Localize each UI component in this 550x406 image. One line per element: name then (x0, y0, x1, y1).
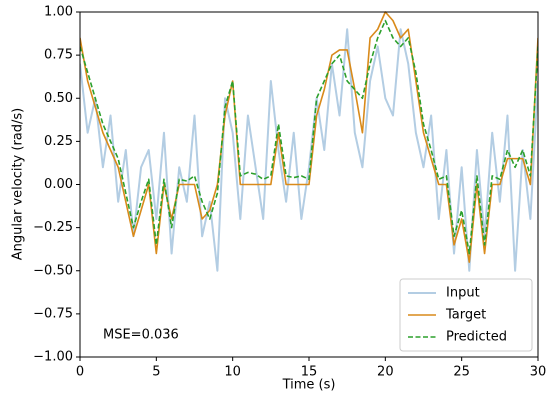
y-tick-label: 1.00 (44, 5, 73, 20)
y-tick-label: 0.50 (44, 91, 73, 106)
x-tick-label: 5 (152, 365, 160, 380)
plot-frame (79, 11, 539, 358)
series-line (80, 28, 538, 272)
x-tick-label: 15 (301, 365, 318, 380)
legend-box (399, 278, 533, 352)
legend-label: Target (445, 308, 486, 323)
x-tick-label: 25 (453, 365, 470, 380)
y-tick-label: 0.25 (44, 134, 73, 149)
series-line (80, 19, 538, 255)
x-axis-label: Time (s) (282, 378, 336, 393)
x-tick-label: 20 (377, 365, 394, 380)
y-tick-label: −0.50 (33, 263, 73, 278)
y-tick-label: 0.75 (44, 48, 73, 63)
y-axis-label: Angular velocity (rad/s) (11, 108, 26, 260)
annotation: MSE=0.036 (103, 328, 179, 343)
x-tick-label: 10 (224, 365, 241, 380)
legend-label: Input (446, 286, 480, 301)
series-line (80, 11, 538, 263)
legend-label: Predicted (446, 330, 507, 345)
y-tick-label: 0.00 (44, 177, 73, 192)
x-tick-label: 30 (530, 365, 547, 380)
y-tick-label: −0.25 (33, 220, 73, 235)
y-tick-label: −0.75 (33, 306, 73, 321)
y-tick-label: −1.00 (33, 350, 73, 365)
x-tick-label: 0 (76, 365, 84, 380)
